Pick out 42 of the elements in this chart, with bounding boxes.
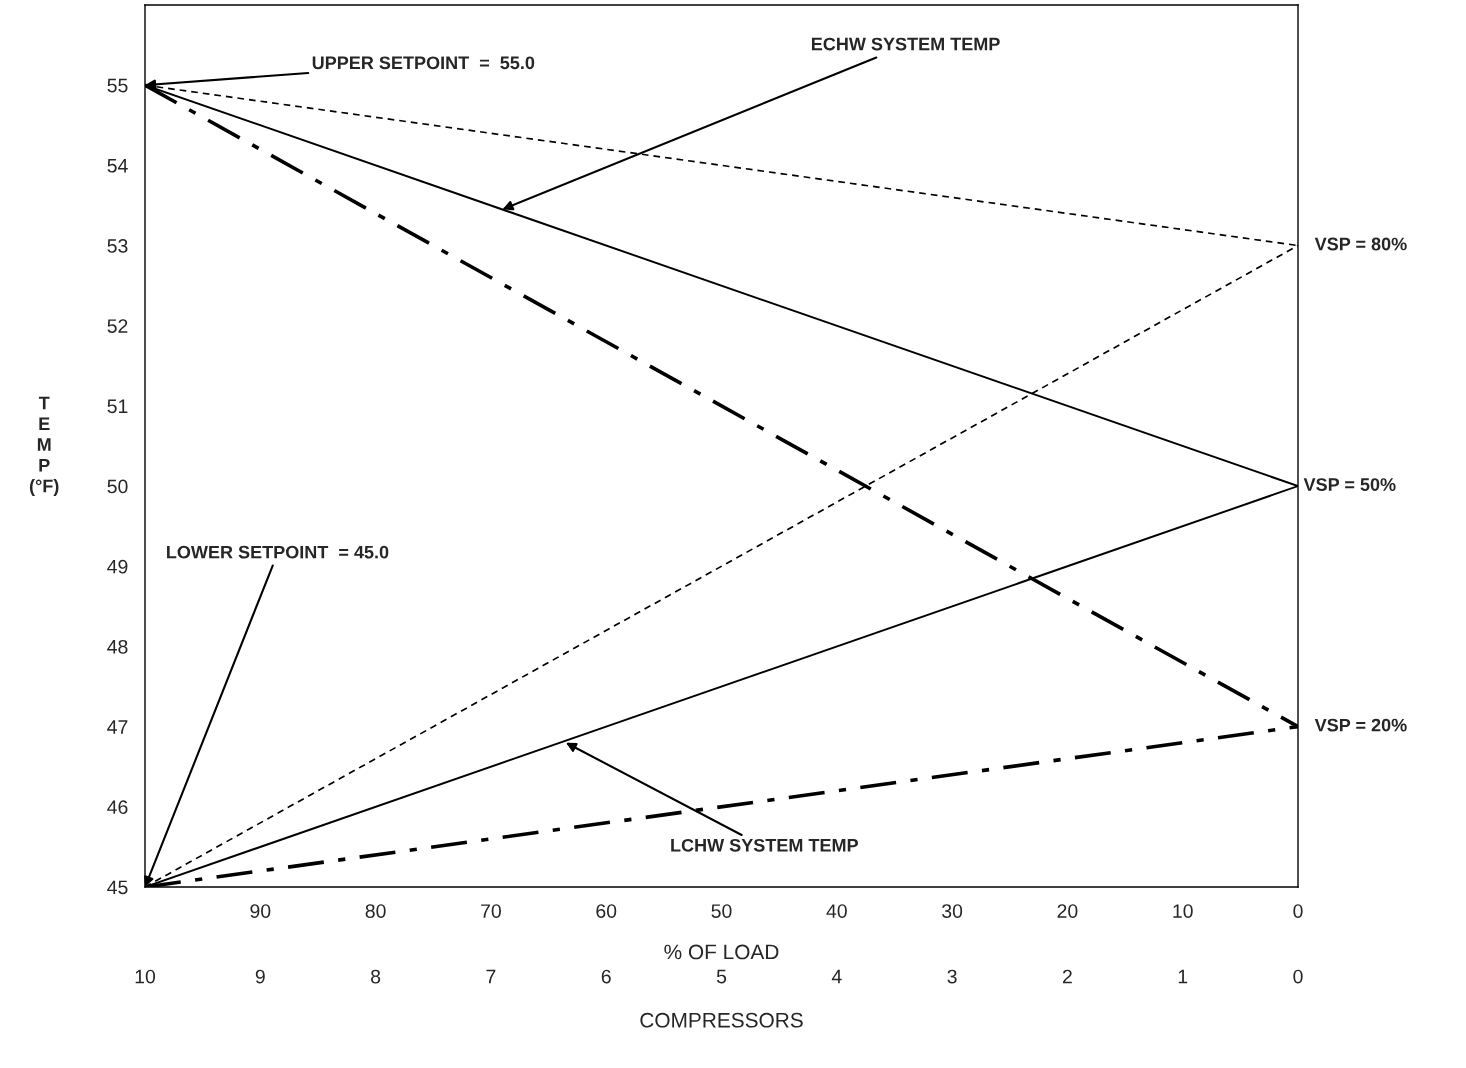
y-tick-label: 53 <box>107 239 128 253</box>
x2-tick-label: 5 <box>716 969 727 984</box>
y-tick-label: 52 <box>107 319 128 333</box>
annotation: VSP = 50% <box>1303 478 1396 491</box>
y-tick-label: 47 <box>107 720 128 734</box>
x-axis-title: % OF LOAD <box>664 944 779 960</box>
annotation: LOWER SETPOINT = 45.0 <box>167 545 389 559</box>
x2-tick-label: 9 <box>255 969 265 984</box>
y-tick-label: 50 <box>107 479 128 494</box>
x2-tick-label: 3 <box>947 969 957 984</box>
x-tick-label: 20 <box>1057 904 1078 918</box>
annotation: VSP = 20% <box>1314 718 1407 732</box>
annotation: ECHW SYSTEM TEMP <box>811 37 1000 51</box>
y-axis-title: T E M P (°F) <box>29 396 59 496</box>
annotation: VSP = 80% <box>1314 237 1407 251</box>
x-tick-label: 90 <box>250 904 271 918</box>
x-tick-label: 40 <box>826 904 847 918</box>
x2-tick-label: 1 <box>1178 969 1188 984</box>
x2-tick-label: 10 <box>135 969 156 984</box>
y-tick-label: 48 <box>107 639 128 654</box>
x2-tick-label: 8 <box>371 969 381 984</box>
x-tick-label: 50 <box>711 904 732 918</box>
y-tick-label: 51 <box>107 399 128 414</box>
y-tick-label: 55 <box>107 78 128 93</box>
x2-axis-title: COMPRESSORS <box>640 1012 803 1028</box>
x2-tick-label: 4 <box>831 969 842 984</box>
annotation: LCHW SYSTEM TEMP <box>671 838 858 852</box>
y-tick-label: 49 <box>107 559 128 574</box>
y-tick-label: 46 <box>107 800 128 815</box>
x2-tick-label: 6 <box>601 969 611 984</box>
x2-tick-label: 7 <box>486 969 496 984</box>
x-tick-label: 80 <box>365 904 386 918</box>
x-tick-label: 60 <box>596 904 617 918</box>
y-tick-label: 54 <box>107 159 128 173</box>
x2-tick-label: 2 <box>1062 969 1072 984</box>
x-tick-label: 70 <box>481 904 501 918</box>
x2-tick-label: 0 <box>1293 969 1303 984</box>
x-tick-label: 10 <box>1173 904 1193 918</box>
x-tick-label: 0 <box>1293 904 1303 918</box>
y-tick-label: 45 <box>107 880 128 895</box>
annotation: UPPER SETPOINT = 55.0 <box>312 56 535 70</box>
x-tick-label: 30 <box>942 904 963 918</box>
